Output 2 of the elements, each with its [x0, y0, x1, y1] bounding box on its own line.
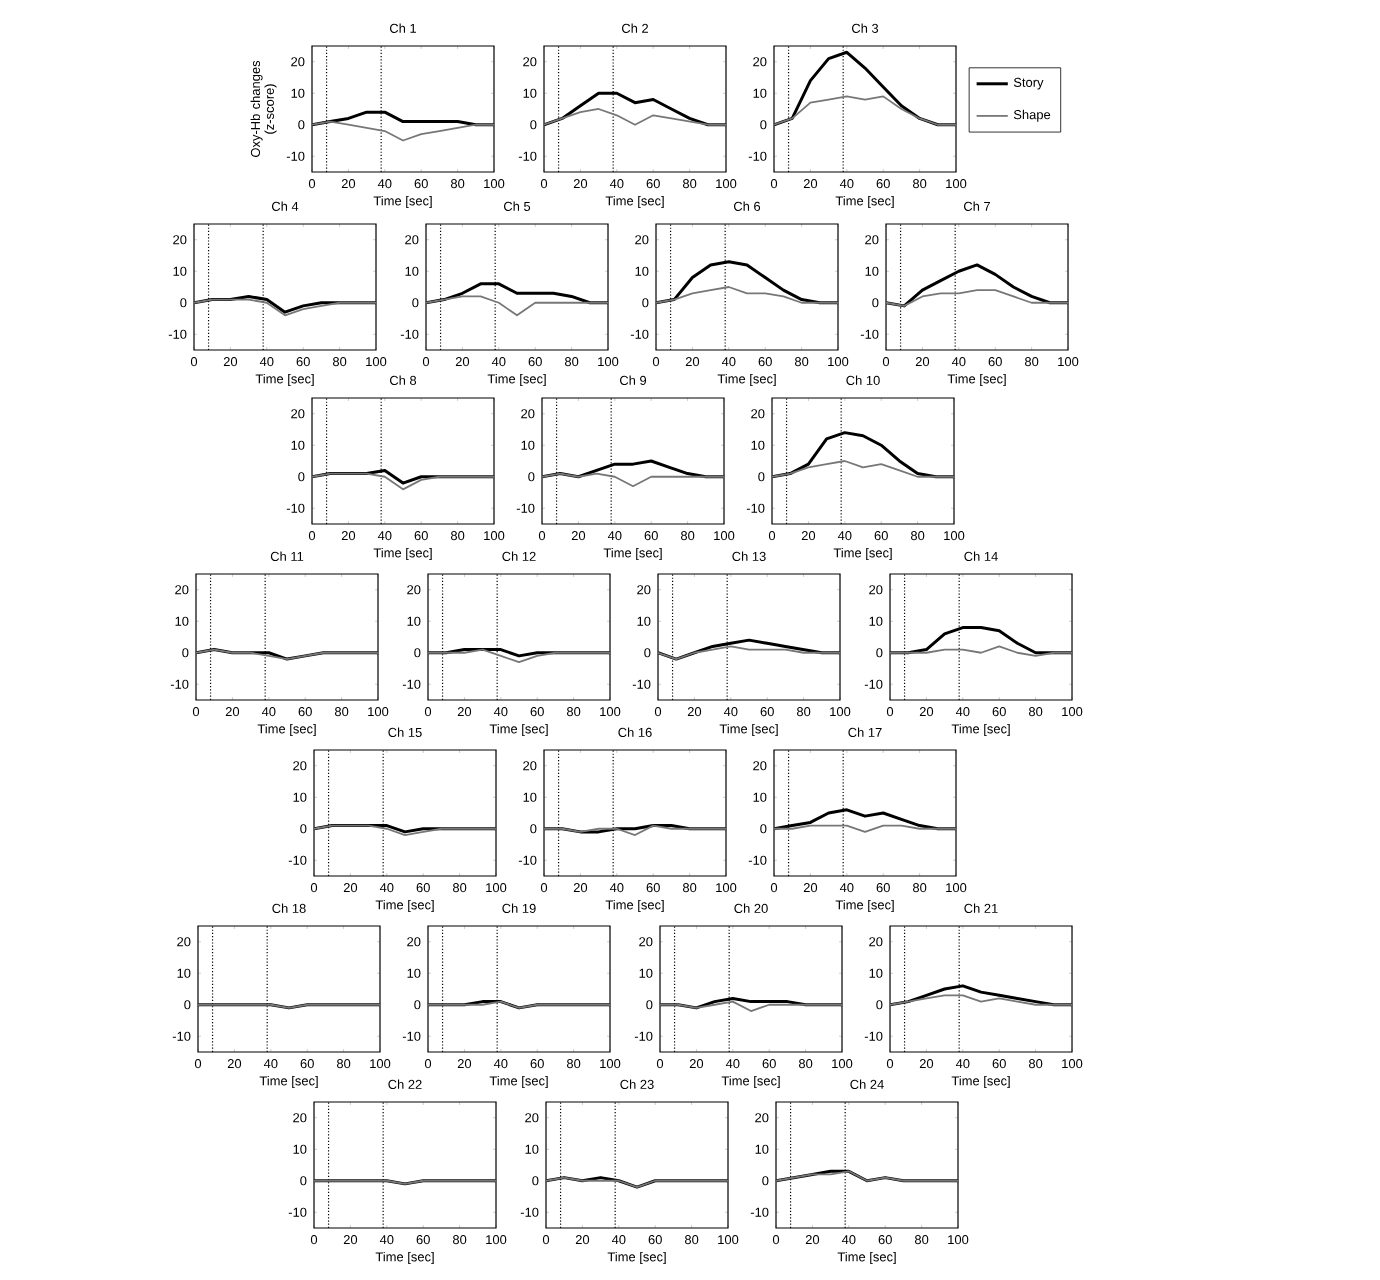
line-series	[312, 120, 494, 142]
line-series	[774, 95, 957, 126]
